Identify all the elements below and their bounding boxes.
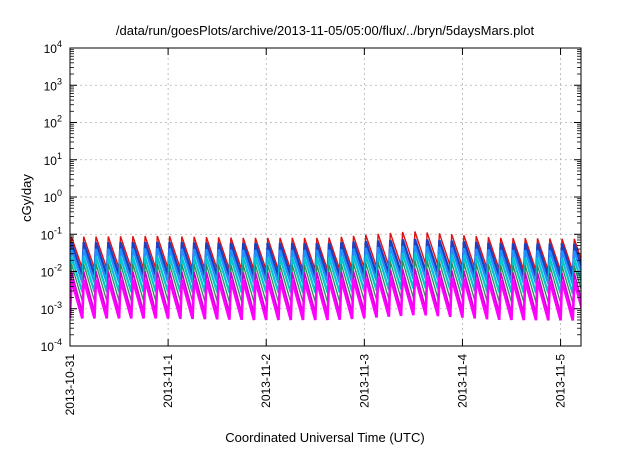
y-tick-label: 102 bbox=[44, 114, 62, 131]
grid bbox=[70, 48, 581, 346]
y-tick-label: 10-3 bbox=[41, 300, 62, 317]
y-tick-label: 10-4 bbox=[41, 337, 62, 354]
y-tick-label: 10-2 bbox=[41, 263, 62, 280]
series-line-7 bbox=[70, 275, 581, 321]
series-layer bbox=[70, 231, 581, 321]
x-tick-label: 2013-10-31 bbox=[63, 354, 77, 416]
y-axis: 10-4 10-3 10-2 10-1 100 101 102 103 104 bbox=[41, 39, 581, 354]
chart-title: /data/run/goesPlots/archive/2013-11-05/0… bbox=[116, 23, 535, 38]
x-axis-label: Coordinated Universal Time (UTC) bbox=[225, 430, 424, 445]
x-tick-label: 2013-11-5 bbox=[554, 354, 568, 408]
y-tick-label: 101 bbox=[44, 151, 62, 168]
y-tick-label: 104 bbox=[44, 39, 62, 56]
x-tick-label: 2013-11-3 bbox=[357, 354, 371, 408]
y-tick-label: 100 bbox=[44, 188, 62, 205]
x-tick-label: 2013-11-1 bbox=[161, 354, 175, 408]
x-axis: 2013-10-31 2013-11-1 2013-11-2 2013-11-3 201… bbox=[63, 48, 568, 415]
x-tick-label: 2013-11-4 bbox=[455, 354, 469, 408]
y-tick-label: 10-1 bbox=[41, 225, 62, 242]
y-axis-label: cGy/day bbox=[19, 174, 34, 222]
y-tick-label: 103 bbox=[44, 76, 62, 93]
x-tick-label: 2013-11-2 bbox=[259, 354, 273, 408]
